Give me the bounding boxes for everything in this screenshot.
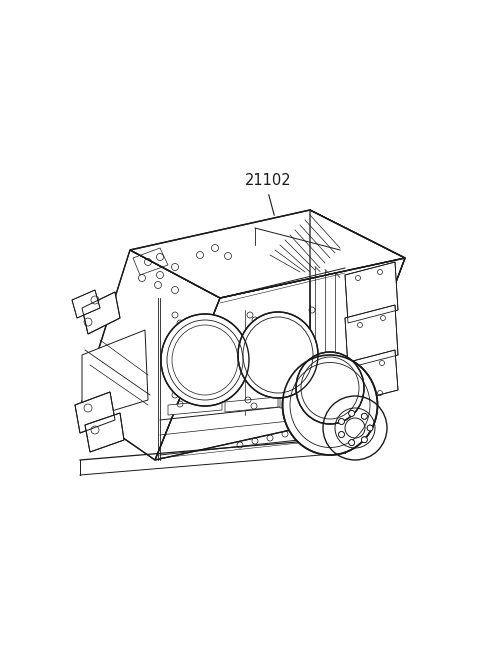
Circle shape	[348, 411, 355, 417]
Ellipse shape	[161, 314, 249, 406]
Polygon shape	[82, 292, 120, 334]
Polygon shape	[75, 392, 115, 433]
Polygon shape	[280, 393, 333, 408]
Circle shape	[361, 413, 367, 419]
Polygon shape	[345, 262, 398, 323]
Polygon shape	[345, 305, 398, 368]
Circle shape	[338, 432, 345, 438]
Text: 21102: 21102	[245, 173, 291, 188]
Polygon shape	[72, 290, 100, 318]
Polygon shape	[345, 350, 398, 403]
Ellipse shape	[238, 312, 318, 398]
Polygon shape	[82, 330, 148, 420]
Circle shape	[338, 419, 345, 424]
Polygon shape	[80, 250, 220, 460]
Ellipse shape	[283, 355, 377, 455]
Polygon shape	[225, 397, 278, 412]
Circle shape	[367, 425, 373, 431]
Polygon shape	[85, 413, 124, 452]
Polygon shape	[130, 210, 405, 298]
Polygon shape	[155, 258, 405, 460]
Polygon shape	[168, 400, 222, 415]
Ellipse shape	[296, 352, 364, 424]
Circle shape	[348, 440, 355, 445]
Circle shape	[361, 437, 367, 443]
Polygon shape	[310, 210, 405, 418]
